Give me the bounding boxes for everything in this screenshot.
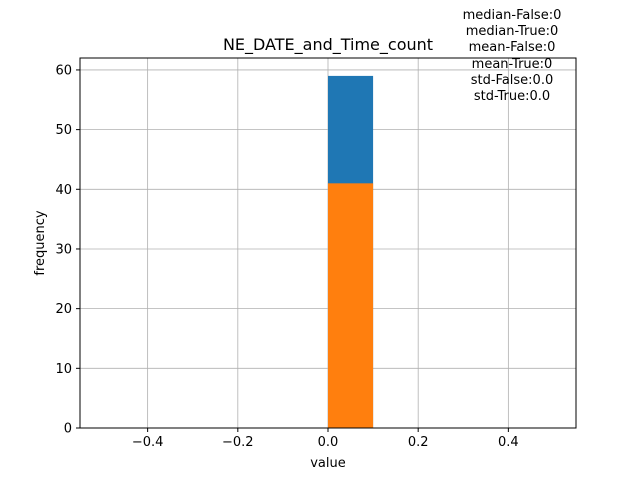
stat-std-false: std-False:0.0 — [470, 72, 554, 88]
stat-median-true: median-True:0 — [465, 24, 559, 40]
x-tick-label: −0.4 — [132, 435, 164, 450]
histogram-bars — [328, 75, 374, 428]
chart-title: NE_DATE_and_Time_count — [223, 35, 433, 55]
y-axis-label: frequency — [33, 210, 48, 276]
x-tick-label: 0.0 — [318, 435, 339, 450]
stat-mean-false: mean-False:0 — [468, 40, 556, 56]
stats-annotation: median-False:0 median-True:0 mean-False:… — [440, 8, 584, 105]
y-tick-label: 50 — [55, 123, 72, 138]
x-tick-label: −0.2 — [222, 435, 254, 450]
y-tick-label: 40 — [55, 183, 72, 198]
stat-median-false: median-False:0 — [462, 8, 562, 23]
stat-mean-true: mean-True:0 — [471, 56, 553, 72]
y-tick-label: 20 — [55, 302, 72, 317]
y-tick-label: 60 — [55, 63, 72, 78]
x-tick-label: 0.4 — [498, 435, 519, 450]
x-tick-label: 0.2 — [408, 435, 429, 450]
x-axis-label: value — [310, 456, 346, 471]
y-tick-label: 10 — [55, 362, 72, 377]
y-tick-label: 0 — [64, 422, 72, 437]
x-axis-ticks: −0.4 −0.2 0.0 0.2 0.4 — [132, 428, 519, 450]
y-axis-ticks: 0 10 20 30 40 50 60 — [55, 63, 80, 437]
histogram-bar-series-2 — [328, 183, 374, 428]
stat-std-true: std-True:0.0 — [473, 89, 551, 105]
y-tick-label: 30 — [55, 242, 72, 257]
